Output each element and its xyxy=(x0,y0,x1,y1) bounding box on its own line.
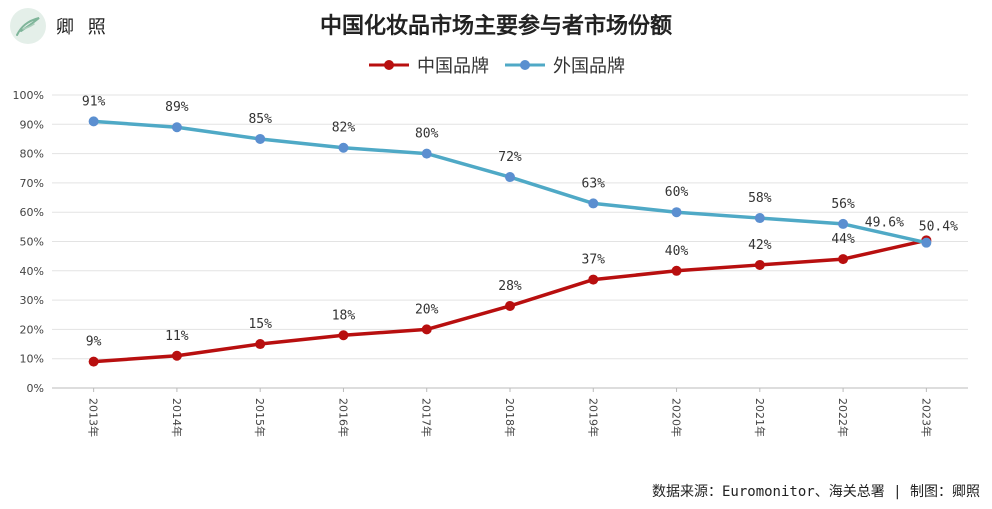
x-tick-label: 2014年 xyxy=(170,398,184,437)
x-tick-label: 2023年 xyxy=(919,398,933,437)
data-point xyxy=(588,198,599,209)
data-point xyxy=(505,172,515,183)
data-label: 85% xyxy=(248,112,272,127)
x-tick-label: 2018年 xyxy=(503,398,517,437)
data-label: 60% xyxy=(665,185,689,200)
y-tick-label: 100% xyxy=(13,89,44,102)
y-tick-label: 10% xyxy=(20,353,44,366)
data-label: 50.4% xyxy=(919,219,958,234)
x-tick-label: 2017年 xyxy=(420,398,434,437)
y-tick-label: 80% xyxy=(20,148,44,161)
y-tick-label: 40% xyxy=(20,265,44,278)
y-tick-label: 90% xyxy=(20,118,44,131)
data-point xyxy=(338,330,349,341)
data-point xyxy=(255,133,266,144)
legend-item-china: 中国品牌 xyxy=(367,52,489,78)
legend-marker-china xyxy=(369,60,409,70)
brand-logo: 卿 照 xyxy=(10,8,110,44)
data-point xyxy=(338,142,349,153)
y-tick-label: 20% xyxy=(20,323,44,336)
data-label: 82% xyxy=(332,121,356,136)
data-point xyxy=(754,213,765,224)
y-tick-label: 30% xyxy=(20,294,44,307)
data-point xyxy=(421,148,432,159)
data-label: 58% xyxy=(748,191,772,206)
data-point xyxy=(255,339,266,350)
data-point xyxy=(671,207,682,218)
data-point xyxy=(671,265,682,276)
x-tick-label: 2022年 xyxy=(836,398,850,437)
data-point xyxy=(754,259,765,270)
feather-icon xyxy=(10,8,46,44)
legend-item-foreign: 外国品牌 xyxy=(503,52,625,78)
legend-marker-foreign xyxy=(505,60,545,70)
legend-label-foreign: 外国品牌 xyxy=(553,56,625,77)
chart-title: 中国化妆品市场主要参与者市场份额 xyxy=(319,13,672,39)
data-label: 44% xyxy=(831,232,855,247)
data-label: 37% xyxy=(582,253,606,268)
y-tick-label: 0% xyxy=(27,382,44,395)
data-label: 9% xyxy=(86,335,102,350)
data-point xyxy=(171,122,182,133)
x-tick-label: 2021年 xyxy=(753,398,767,437)
data-label: 91% xyxy=(82,94,106,109)
x-tick-label: 2015年 xyxy=(253,398,267,437)
data-point xyxy=(921,237,932,248)
data-label: 42% xyxy=(748,238,772,253)
data-label: 80% xyxy=(415,127,439,142)
x-tick-label: 2016年 xyxy=(336,398,350,437)
data-point xyxy=(88,356,99,367)
data-label: 20% xyxy=(415,302,439,317)
data-label: 63% xyxy=(582,176,606,191)
source-note: 数据来源：Euromonitor、海关总署 | 制图：卿照 xyxy=(651,484,980,500)
data-label: 72% xyxy=(498,150,522,165)
x-tick-label: 2020年 xyxy=(670,398,684,437)
data-label: 89% xyxy=(165,100,189,115)
y-tick-label: 50% xyxy=(20,236,44,249)
data-label: 56% xyxy=(831,197,855,212)
x-tick-label: 2019年 xyxy=(586,398,600,437)
data-label: 15% xyxy=(248,317,272,332)
x-tick-label: 2013年 xyxy=(87,398,101,437)
brand-name: 卿 照 xyxy=(56,17,110,38)
legend-label-china: 中国品牌 xyxy=(417,56,489,77)
data-label: 49.6% xyxy=(865,216,904,231)
data-label: 40% xyxy=(665,244,689,259)
data-point xyxy=(171,350,182,361)
data-point xyxy=(838,254,849,265)
y-tick-label: 70% xyxy=(20,177,44,190)
data-label: 18% xyxy=(332,308,356,323)
data-point xyxy=(588,274,599,285)
y-tick-label: 60% xyxy=(20,206,44,219)
data-point xyxy=(88,116,99,127)
chart-legend: 中国品牌 外国品牌 xyxy=(0,52,992,78)
data-point xyxy=(421,324,432,335)
data-label: 28% xyxy=(498,279,522,294)
data-point xyxy=(838,218,849,229)
data-point xyxy=(505,300,515,311)
data-label: 11% xyxy=(165,329,189,344)
